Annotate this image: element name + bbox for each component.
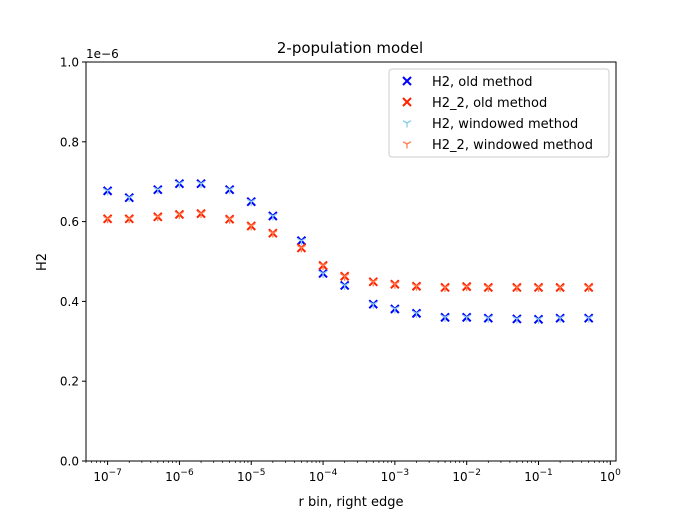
data-point: [462, 314, 471, 322]
data-point: [555, 284, 565, 292]
y-tick-label: 0.4: [60, 295, 79, 309]
data-point: [340, 282, 349, 290]
legend-box: [388, 68, 610, 158]
x-tick-label: 100: [600, 468, 621, 484]
data-point: [462, 283, 471, 292]
data-point: [369, 279, 378, 287]
data-point: [225, 186, 234, 195]
data-point: [440, 284, 450, 292]
data-point: [412, 283, 421, 291]
y-offset-label: 1e−6: [86, 47, 119, 61]
y-tick-label: 0.0: [60, 455, 79, 469]
x-tick-label: 10−6: [165, 468, 194, 484]
data-point: [534, 284, 543, 292]
data-point: [153, 186, 163, 195]
data-point: [175, 211, 184, 219]
data-point: [340, 273, 349, 281]
data-point: [124, 194, 134, 203]
data-point: [412, 310, 421, 318]
data-point: [555, 315, 565, 323]
legend-marker: [402, 97, 412, 107]
data-point: [369, 301, 378, 309]
data-point: [247, 223, 256, 231]
x-tick-label: 10−2: [452, 468, 481, 484]
data-point: [124, 215, 134, 224]
y-tick-label: 1.0: [60, 56, 79, 70]
data-point: [103, 188, 112, 196]
plot-frame: [85, 61, 617, 462]
data-point: [512, 316, 522, 324]
data-point: [390, 281, 400, 289]
data-point: [225, 216, 234, 224]
data-point: [103, 215, 112, 224]
legend-label: H2_2, old method: [432, 96, 547, 111]
y-axis-label: H2: [35, 253, 50, 271]
y-tick-label: 0.6: [60, 215, 79, 229]
data-point: [268, 213, 278, 221]
y-tick-label: 0.2: [60, 375, 79, 389]
data-point: [175, 180, 184, 189]
chart-title: 2-population model: [277, 39, 423, 57]
legend-label: H2, windowed method: [432, 117, 578, 132]
data-point: [584, 284, 593, 292]
legend-marker: [402, 76, 412, 86]
data-point: [484, 315, 493, 323]
data-point: [196, 210, 206, 219]
legend-marker: [402, 141, 412, 149]
data-point: [440, 314, 450, 322]
data-point: [297, 237, 306, 246]
data-point: [297, 245, 306, 253]
data-point: [534, 316, 543, 324]
x-tick-label: 10−4: [309, 468, 338, 484]
data-point: [247, 198, 256, 207]
data-point: [390, 306, 400, 314]
data-point: [584, 315, 593, 323]
legend-label: H2, old method: [432, 75, 532, 90]
x-tick-label: 10−3: [381, 468, 410, 484]
axis-ticks: 0.0 0.2 0.4 0.6 0.8 1.0 10−7 10−6 10−5 10−4 10−3 10…: [60, 56, 621, 485]
x-tick-label: 10−5: [237, 468, 266, 484]
y-tick-label: 0.8: [60, 135, 79, 149]
data-point: [153, 213, 163, 222]
data-point: [318, 262, 328, 270]
x-tick-label: 10−7: [93, 468, 122, 484]
data-point: [268, 230, 278, 238]
data-points: [102, 178, 594, 325]
legend-label: H2_2, windowed method: [432, 138, 593, 153]
x-tick-label: 10−1: [524, 468, 553, 484]
legend-marker: [402, 120, 412, 128]
data-point: [196, 180, 206, 189]
data-point: [512, 284, 522, 292]
legend: H2, old method H2_2, old method H2, window…: [388, 68, 610, 158]
x-axis-label: r bin, right edge: [298, 495, 403, 510]
data-point: [484, 284, 493, 292]
data-point: [318, 270, 328, 278]
